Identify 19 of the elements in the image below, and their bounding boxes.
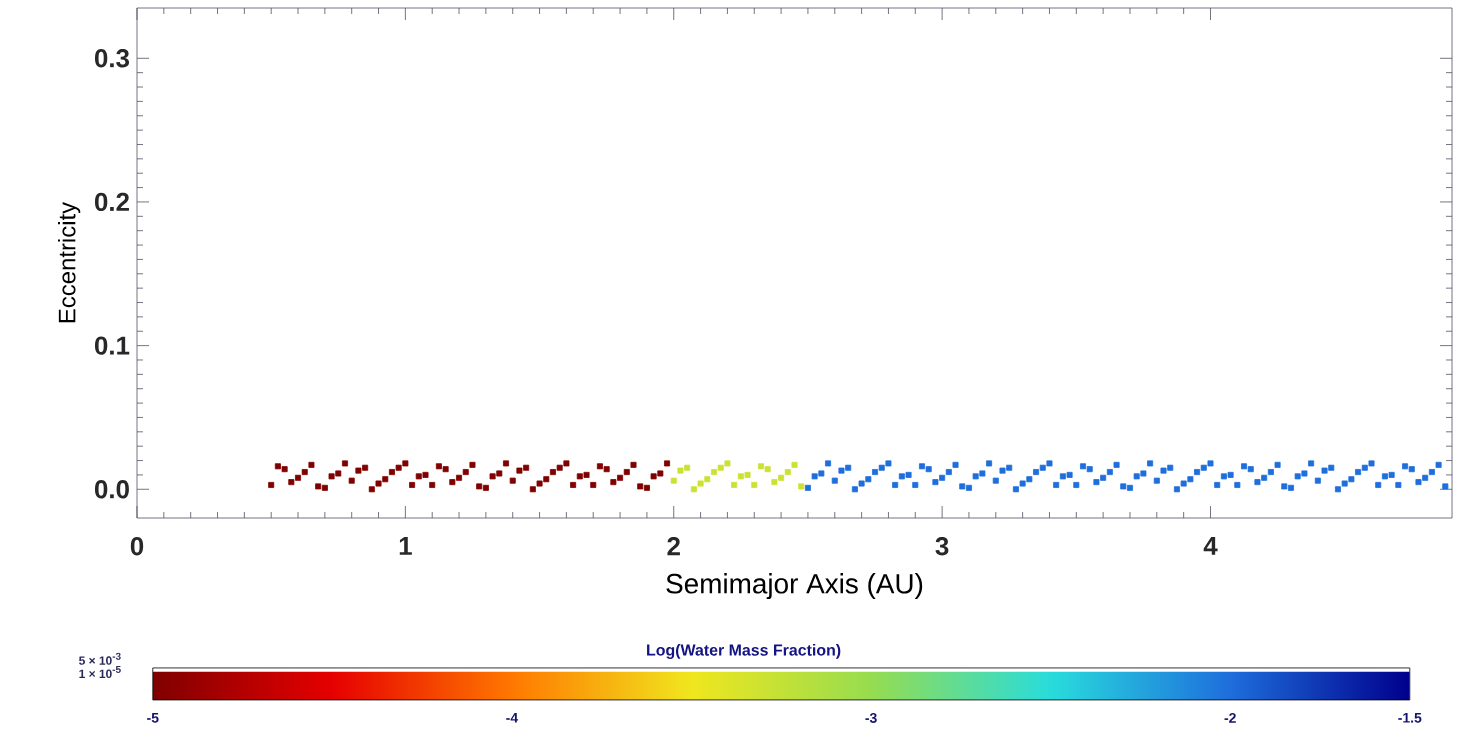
y-axis-title: Eccentricity [58,201,81,323]
color-bar-label: -5 [147,713,159,723]
color-bar-title: Log(Water Mass Fraction) [647,643,841,659]
y-tick-label: 0.2 [94,192,129,212]
text: 1 × 10$^{-5}$ [79,666,121,679]
x-tick-label: 4 [1203,537,1218,555]
text: 5 × 10$^{-3}$ [79,652,121,665]
y-tick-label: 0.3 [94,49,130,68]
color-bar-label: -4 [506,713,519,723]
color-bar-label: -2 [1224,713,1236,723]
y-tick-label: 0.0 [94,480,129,499]
color-bar-label: -3 [865,713,877,723]
x-tick-label: 2 [667,537,680,556]
x-axis-title: Semimajor Axis (AU) [666,573,923,600]
x-tick-label: 1 [399,537,412,555]
y-tick-label: 0.1 [94,336,130,355]
x-tick-label: 0 [130,537,144,556]
x-tick-label: 3 [935,537,949,556]
color-bar-label: -1.5 [1398,713,1422,723]
